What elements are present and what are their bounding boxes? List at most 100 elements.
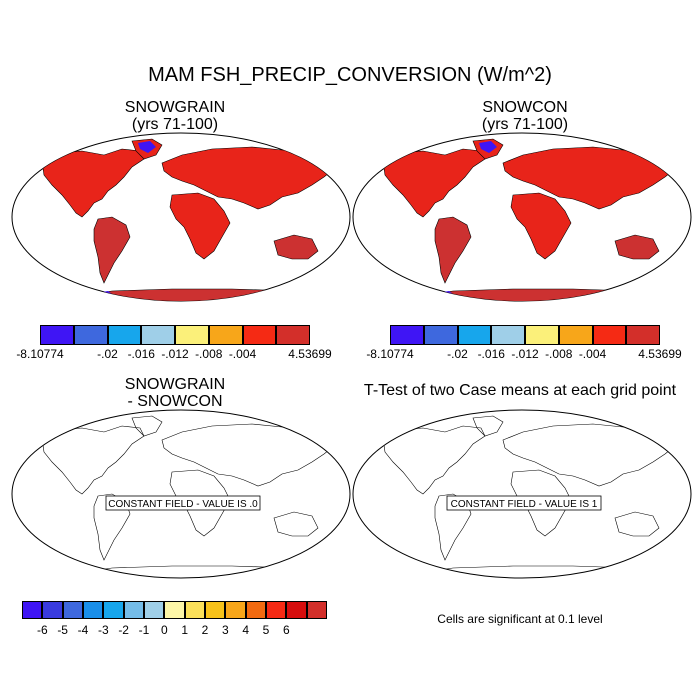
colorbar-swatch bbox=[491, 325, 525, 345]
colorbar-swatch bbox=[525, 325, 559, 345]
colorbar-swatch bbox=[457, 325, 492, 345]
constant-field-text: CONSTANT FIELD - VALUE IS 1 bbox=[451, 499, 598, 510]
colorbar-swatch bbox=[40, 325, 74, 345]
figure-title: MAM FSH_PRECIP_CONVERSION (W/m^2) bbox=[148, 64, 552, 86]
colorbar-swatch bbox=[225, 601, 246, 619]
constant-field-box bbox=[105, 495, 261, 511]
colorbar-swatch bbox=[208, 325, 243, 345]
colorbar-swatch bbox=[144, 601, 165, 619]
colorbar-label: -.004 bbox=[228, 347, 257, 361]
colorbar-label: 4.53699 bbox=[638, 347, 682, 361]
continent-europe-asia bbox=[161, 146, 335, 210]
continent-south-america bbox=[93, 216, 131, 284]
colorbar-label: -3 bbox=[97, 623, 109, 637]
colorbar-swatch bbox=[306, 601, 327, 619]
panel4-title-line1: T-Test of two Case means at each grid po… bbox=[363, 382, 677, 399]
continent-europe-asia bbox=[161, 423, 335, 487]
continent-greenland bbox=[131, 415, 163, 437]
colorbar-label: -5 bbox=[57, 623, 68, 637]
colorbar-label: 5 bbox=[262, 623, 270, 637]
constant-field-box bbox=[446, 495, 602, 511]
map-1 bbox=[11, 132, 351, 302]
colorbar-label: -.016 bbox=[127, 347, 155, 361]
panel1-title-line1: SNOWGRAIN bbox=[124, 99, 226, 116]
colorbar-swatch bbox=[141, 325, 175, 345]
map-boundary bbox=[11, 409, 351, 579]
colorbar-swatch bbox=[83, 601, 104, 619]
colorbar-swatch bbox=[103, 601, 124, 619]
panel1-title-line2: (yrs 71-100) bbox=[131, 116, 219, 133]
continent-australia bbox=[273, 234, 319, 260]
colorbar-swatch bbox=[62, 601, 83, 619]
map-4: CONSTANT FIELD - VALUE IS 1 bbox=[352, 409, 692, 579]
colorbar-swatch bbox=[184, 601, 205, 619]
colorbar-label: -.008 bbox=[545, 347, 573, 361]
colorbar-case-right: -8.10774 -.02 -.016 -.012 -.008 -.004 4.53699 bbox=[366, 325, 682, 367]
colorbar-swatch bbox=[423, 325, 458, 345]
colorbar-swatch bbox=[123, 601, 144, 619]
colorbar-swatch bbox=[107, 325, 142, 345]
panel2-title: SNOWCON (yrs 71-100) bbox=[370, 99, 680, 133]
continent-north-america bbox=[41, 148, 145, 218]
continent-europe-asia bbox=[502, 146, 676, 210]
colorbar-label: -8.10774 bbox=[16, 347, 64, 361]
continent-africa bbox=[169, 192, 231, 260]
colorbar-label: -.02 bbox=[97, 347, 118, 361]
colorbar-swatch bbox=[276, 325, 310, 345]
panel3-title-line2: - SNOWCON bbox=[127, 393, 223, 410]
ice-patch bbox=[302, 293, 326, 299]
map-boundary bbox=[352, 409, 692, 579]
continent-antarctica bbox=[69, 288, 335, 301]
continent-australia bbox=[614, 234, 660, 260]
ice-patch bbox=[643, 293, 667, 299]
colorbar-label: 1 bbox=[181, 623, 188, 637]
colorbar-label: 0 bbox=[160, 623, 168, 637]
colorbar-label: -1 bbox=[138, 623, 150, 637]
colorbar-label: 6 bbox=[282, 623, 290, 637]
colorbar-swatch bbox=[286, 601, 307, 619]
continent-africa bbox=[510, 192, 572, 260]
colorbar-swatch bbox=[164, 601, 185, 619]
continent-south-america bbox=[434, 216, 472, 284]
panel4-title: T-Test of two Case means at each grid po… bbox=[345, 382, 695, 399]
colorbar-swatch bbox=[242, 325, 277, 345]
colorbar-label: 3 bbox=[221, 623, 229, 637]
continent-north-america bbox=[382, 425, 486, 495]
colorbar-swatch bbox=[626, 325, 660, 345]
colorbar-label: -4 bbox=[77, 623, 89, 637]
ice-patch bbox=[479, 141, 497, 153]
colorbar-swatch bbox=[390, 325, 424, 345]
colorbar-label: -.012 bbox=[161, 347, 189, 361]
colorbar-label: 4 bbox=[242, 623, 249, 637]
map-3: CONSTANT FIELD - VALUE IS .0 bbox=[11, 409, 351, 579]
colorbar-swatch bbox=[245, 601, 266, 619]
colorbar-label: -.012 bbox=[511, 347, 539, 361]
panel3-title: SNOWGRAIN - SNOWCON bbox=[20, 376, 330, 410]
colorbar-label: 2 bbox=[201, 623, 209, 637]
colorbar-swatch bbox=[592, 325, 627, 345]
continent-antarctica bbox=[410, 288, 676, 301]
colorbar-swatch bbox=[266, 601, 287, 619]
colorbar-label: -.008 bbox=[195, 347, 223, 361]
panel2-title-line2: (yrs 71-100) bbox=[481, 116, 569, 133]
colorbar-label: -6 bbox=[37, 623, 48, 637]
continent-north-america bbox=[382, 148, 486, 218]
continent-north-america bbox=[41, 425, 145, 495]
colorbar-swatch bbox=[175, 325, 209, 345]
panel2-title-line1: SNOWCON bbox=[482, 99, 568, 116]
colorbar-label: -.004 bbox=[578, 347, 607, 361]
colorbar-swatch bbox=[205, 601, 226, 619]
ice-patch bbox=[138, 141, 156, 153]
colorbar-label: -.02 bbox=[447, 347, 468, 361]
map-2 bbox=[352, 132, 692, 302]
continent-australia bbox=[273, 511, 319, 537]
colorbar-label: -2 bbox=[118, 623, 129, 637]
colorbar-swatch bbox=[558, 325, 593, 345]
colorbar-label: -.016 bbox=[477, 347, 505, 361]
continent-greenland bbox=[472, 415, 504, 437]
significance-note: Cells are significant at 0.1 level bbox=[437, 612, 603, 626]
colorbar-case-left: -8.10774 -.02 -.016 -.012 -.008 -.004 4.53699 bbox=[16, 325, 332, 367]
continent-australia bbox=[614, 511, 660, 537]
colorbar-swatch bbox=[42, 601, 63, 619]
